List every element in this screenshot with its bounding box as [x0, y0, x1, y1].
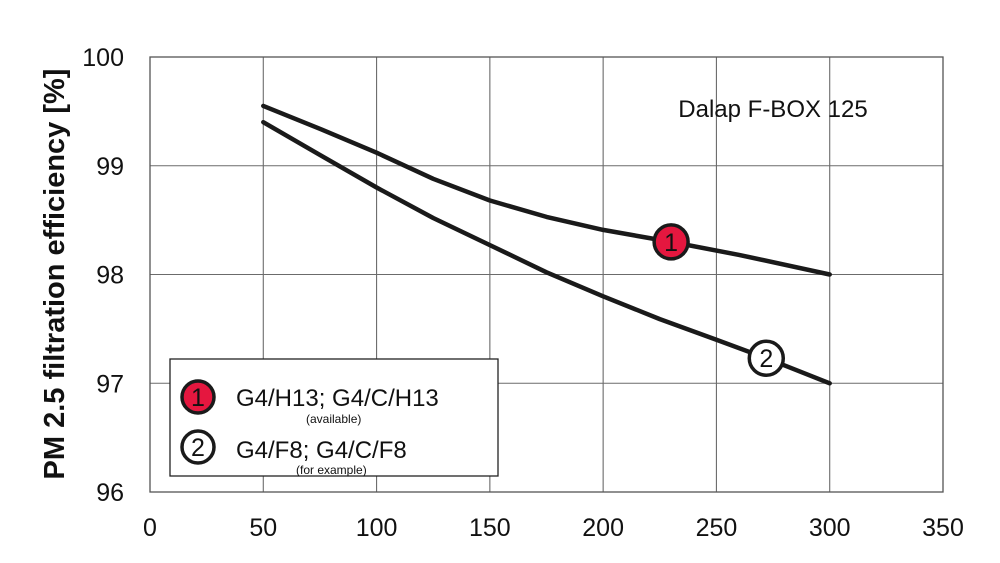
legend-entry-label: G4/F8; G4/C/F8	[236, 437, 407, 464]
series-marker-1	[652, 223, 690, 261]
chart-annotation: Dalap F-BOX 125	[678, 96, 867, 123]
legend-marker-1	[180, 379, 216, 415]
legend-box	[169, 358, 499, 477]
legend-marker-2	[180, 429, 216, 465]
y-axis-label: PM 2.5 filtration efficiency [%]	[39, 69, 71, 480]
x-tick-labels: 0 50 100 150 200 250 300 350	[143, 514, 964, 542]
x-tick-label: 0	[143, 514, 157, 542]
legend-marker-number: 2	[191, 434, 205, 462]
legend-entry-note: (available)	[306, 412, 361, 426]
x-tick-label: 100	[356, 514, 398, 542]
legend-entry-label: G4/H13; G4/C/H13	[236, 385, 439, 412]
y-tick-labels: 96 97 98 99 100	[82, 44, 124, 507]
x-tick-label: 150	[469, 514, 511, 542]
x-tick-label: 350	[922, 514, 964, 542]
legend: 1 G4/H13; G4/C/H13(available) 2 G4/F8; G4/C…	[169, 358, 499, 477]
series-marker-number: 2	[759, 345, 773, 373]
legend-entry-note: (for example)	[296, 463, 367, 477]
x-tick-label: 50	[249, 514, 277, 542]
x-tick-label: 300	[809, 514, 851, 542]
legend-items: 1 G4/H13; G4/C/H13(available) 2 G4/F8; G4/C…	[180, 379, 439, 477]
y-tick-label: 98	[96, 262, 124, 290]
y-tick-label: 100	[82, 44, 124, 72]
series-line-2	[261, 119, 832, 386]
plot-frame	[149, 56, 944, 493]
series-marker-number: 1	[664, 229, 678, 257]
series-marker-2	[747, 339, 786, 377]
y-tick-label: 97	[96, 370, 124, 398]
y-tick-label: 96	[96, 479, 124, 507]
legend-marker-number: 1	[191, 384, 205, 412]
series-line-1	[261, 103, 832, 277]
series-layer: 12	[261, 103, 832, 386]
x-tick-label: 200	[582, 514, 624, 542]
x-tick-label: 250	[696, 514, 738, 542]
y-tick-label: 99	[96, 153, 124, 181]
